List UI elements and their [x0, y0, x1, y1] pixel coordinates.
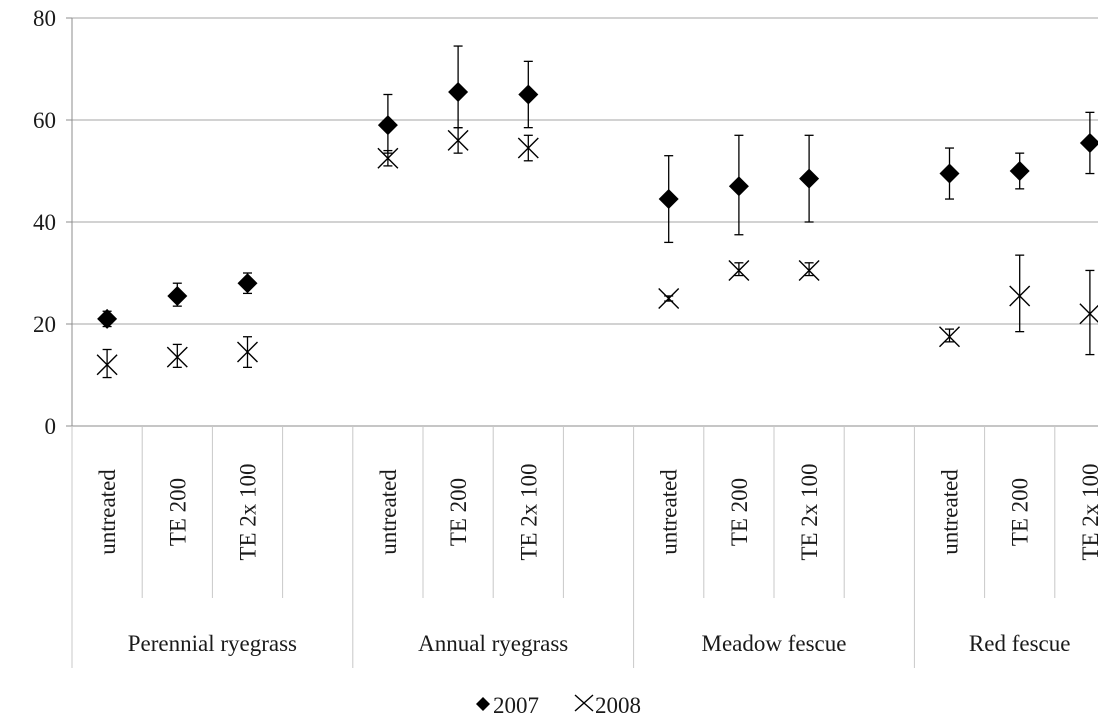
group-label: Meadow fescue	[702, 631, 847, 656]
group-label: Annual ryegrass	[418, 631, 568, 656]
x-tick-label: untreated	[938, 469, 963, 555]
x-tick-label: TE 2x 100	[1078, 463, 1098, 560]
data-point-2007	[167, 285, 188, 306]
data-point-2008	[517, 137, 539, 159]
data-point-2008	[377, 147, 399, 169]
x-tick-label: untreated	[657, 469, 682, 555]
y-tick-label-60: 60	[33, 108, 56, 133]
y-tick-label-40: 40	[33, 210, 56, 235]
x-tick-label: TE 200	[1008, 478, 1033, 546]
legend-marker-2008	[574, 694, 594, 712]
data-point-2007	[97, 308, 118, 329]
data-point-2007	[237, 273, 258, 294]
y-axis: 0 20 40 60 80	[33, 6, 73, 439]
data-point-2008	[237, 341, 258, 363]
data-point-2007	[448, 81, 469, 102]
x-tick-label: TE 200	[727, 478, 752, 546]
y-tick-label-20: 20	[33, 312, 56, 337]
data-point-2008	[96, 354, 118, 376]
data-point-2007	[728, 176, 749, 197]
x-tick-label: TE 200	[446, 478, 471, 546]
y-tick-label-80: 80	[33, 6, 56, 31]
data-point-2008	[939, 326, 960, 348]
data-point-2007	[1079, 132, 1098, 153]
y-tick-label-0: 0	[45, 414, 57, 439]
data-point-2007	[799, 168, 820, 189]
legend-label-2007: 2007	[493, 693, 539, 718]
data-point-2007	[377, 115, 398, 136]
data-point-2008	[447, 129, 469, 151]
legend: 2007 2008	[476, 693, 641, 718]
data-point-2008	[166, 346, 188, 368]
data-point-2008	[728, 259, 750, 281]
data-point-2007	[518, 84, 539, 105]
x-axis: untreated TE 200 TE 2x 100 Perennial ryegra…	[71, 425, 1098, 668]
x-tick-label: TE 200	[165, 478, 190, 546]
x-tick-label: TE 2x 100	[236, 463, 261, 560]
data-point-2008	[658, 288, 680, 309]
data-point-2007	[658, 189, 679, 210]
plot-area	[96, 45, 1098, 379]
gridlines	[72, 17, 1098, 325]
x-tick-label: untreated	[95, 469, 120, 555]
data-point-2007	[939, 163, 960, 184]
data-point-2007	[1009, 161, 1030, 181]
legend-marker-2007	[476, 697, 490, 711]
group-label: Perennial ryegrass	[128, 631, 297, 656]
x-tick-label: TE 2x 100	[797, 463, 822, 560]
x-tick-label: TE 2x 100	[516, 463, 541, 560]
data-point-2008	[1009, 285, 1031, 307]
data-point-2008	[1079, 303, 1098, 325]
x-tick-label: untreated	[376, 469, 401, 555]
legend-label-2008: 2008	[595, 693, 641, 718]
group-label: Red fescue	[969, 631, 1071, 656]
data-point-2008	[798, 259, 820, 281]
